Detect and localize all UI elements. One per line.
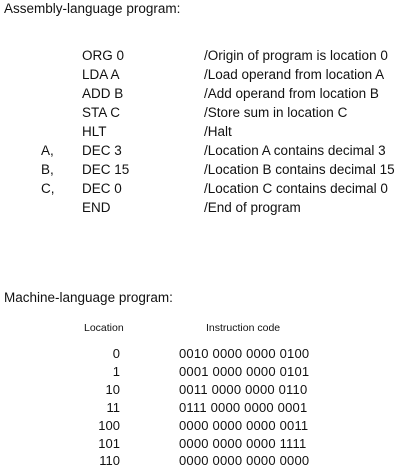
assembly-comment: /Origin of program is location 0 xyxy=(204,48,388,63)
machine-location: 0 xyxy=(112,346,120,361)
machine-instruction-code: 0011 0000 0000 0110 xyxy=(179,382,308,397)
assembly-line: END /End of program xyxy=(0,200,408,218)
assembly-instruction: ORG 0 xyxy=(82,48,125,63)
assembly-label: A, xyxy=(41,143,54,158)
machine-row: 10 0011 0000 0000 0110 xyxy=(0,382,408,400)
assembly-line: STA C /Store sum in location C xyxy=(0,105,408,123)
assembly-instruction: DEC 0 xyxy=(82,181,122,196)
assembly-instruction: STA C xyxy=(82,105,121,120)
machine-location: 11 xyxy=(106,400,121,415)
machine-row: 0 0010 0000 0000 0100 xyxy=(0,346,408,364)
assembly-heading: Assembly-language program: xyxy=(4,1,181,16)
location-column-header: Location xyxy=(84,322,124,334)
assembly-line: ORG 0 /Origin of program is location 0 xyxy=(0,48,408,66)
assembly-line: C, DEC 0 /Location C contains decimal 0 xyxy=(0,181,408,199)
assembly-instruction: END xyxy=(82,200,111,215)
assembly-comment: /Halt xyxy=(204,124,232,139)
assembly-comment: /Add operand from location B xyxy=(204,86,379,101)
instruction-code-column-header: Instruction code xyxy=(206,322,281,334)
assembly-line: HLT /Halt xyxy=(0,124,408,142)
machine-location: 10 xyxy=(105,382,120,397)
assembly-line: ADD B /Add operand from location B xyxy=(0,86,408,104)
assembly-instruction: ADD B xyxy=(82,86,124,101)
assembly-comment: /Load operand from location A xyxy=(204,67,385,82)
machine-row: 110 0000 0000 0000 0000 xyxy=(0,453,408,471)
assembly-label: C, xyxy=(41,181,55,196)
assembly-comment: /Location C contains decimal 0 xyxy=(204,181,388,196)
assembly-instruction: LDA A xyxy=(82,67,120,82)
machine-instruction-code: 0010 0000 0000 0100 xyxy=(179,346,310,361)
assembly-instruction: HLT xyxy=(82,124,107,139)
assembly-line: A, DEC 3 /Location A contains decimal 3 xyxy=(0,143,408,161)
assembly-line: B, DEC 15 /Location B contains decimal 1… xyxy=(0,162,408,180)
assembly-comment: /Location A contains decimal 3 xyxy=(204,143,386,158)
machine-row: 100 0000 0000 0000 0011 xyxy=(0,418,408,436)
machine-row: 11 0111 0000 0000 0001 xyxy=(0,400,408,418)
machine-location: 1 xyxy=(112,364,120,379)
assembly-instruction: DEC 15 xyxy=(82,162,130,177)
machine-location: 100 xyxy=(98,418,120,433)
assembly-instruction: DEC 3 xyxy=(82,143,122,158)
machine-instruction-code: 0000 0000 0000 0000 xyxy=(179,453,310,468)
machine-instruction-code: 0001 0000 0000 0101 xyxy=(179,364,310,379)
machine-instruction-code: 0000 0000 0000 0011 xyxy=(179,418,309,433)
assembly-comment: /End of program xyxy=(204,200,301,215)
machine-instruction-code: 0000 0000 0000 1111 xyxy=(179,436,307,451)
assembly-label: B, xyxy=(41,162,54,177)
assembly-comment: /Location B contains decimal 15 xyxy=(204,162,395,177)
machine-row: 101 0000 0000 0000 1111 xyxy=(0,436,408,454)
assembly-line: LDA A /Load operand from location A xyxy=(0,67,408,85)
machine-location: 101 xyxy=(98,436,120,451)
machine-instruction-code: 0111 0000 0000 0001 xyxy=(179,400,308,415)
machine-location: 110 xyxy=(99,453,120,468)
machine-row: 1 0001 0000 0000 0101 xyxy=(0,364,408,382)
machine-heading: Machine-language program: xyxy=(4,290,173,305)
assembly-comment: /Store sum in location C xyxy=(204,105,348,120)
